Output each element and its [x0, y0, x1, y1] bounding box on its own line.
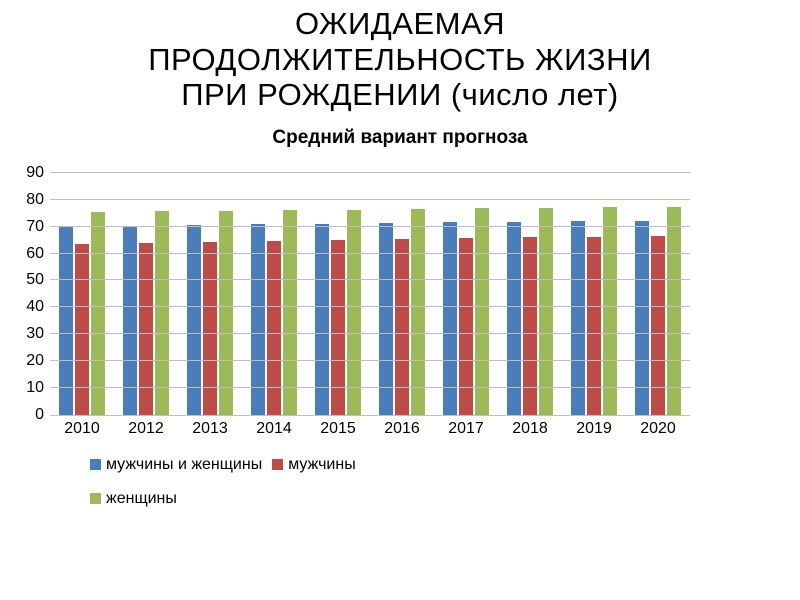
bar — [203, 242, 217, 415]
bar — [283, 210, 297, 415]
grid-line — [50, 333, 690, 334]
y-axis-label: 80 — [26, 191, 50, 209]
bar-group — [507, 173, 553, 415]
legend-item: мужчины и женщины — [90, 456, 262, 474]
y-axis-label: 30 — [26, 325, 50, 343]
bar-group — [635, 173, 681, 415]
plot-area: 0102030405060708090 — [50, 173, 690, 416]
bar — [219, 211, 233, 415]
legend: мужчины и женщины мужчины женщины — [90, 456, 800, 508]
y-axis-label: 70 — [26, 218, 50, 236]
bar — [475, 208, 489, 415]
x-axis-label: 2016 — [373, 420, 431, 438]
bar — [523, 237, 537, 414]
bar — [587, 237, 601, 415]
chart-area: 0102030405060708090 2010 2012 2013 2014 2015… — [50, 173, 750, 438]
grid-line — [50, 172, 690, 173]
bar — [75, 244, 89, 415]
grid-line — [50, 226, 690, 227]
title-line-2: ПРОДОЛЖИТЕЛЬНОСТЬ ЖИЗНИ — [0, 42, 800, 78]
grid-line — [50, 279, 690, 280]
legend-swatch — [272, 459, 283, 470]
bar — [139, 243, 153, 415]
bar — [539, 208, 553, 415]
bar — [155, 211, 169, 415]
legend-label: женщины — [106, 490, 177, 508]
legend-label: мужчины — [288, 456, 356, 474]
y-axis-label: 20 — [26, 352, 50, 370]
bar — [507, 222, 521, 415]
bar-group — [59, 173, 105, 415]
grid-line — [50, 306, 690, 307]
x-axis-labels: 2010 2012 2013 2014 2015 2016 2017 2018 2019 2020 — [50, 420, 690, 438]
chart-title: ОЖИДАЕМАЯ ПРОДОЛЖИТЕЛЬНОСТЬ ЖИЗНИ ПРИ РО… — [0, 6, 800, 113]
bar — [603, 207, 617, 415]
bar — [347, 210, 361, 415]
grid-line — [50, 387, 690, 388]
bar — [267, 241, 281, 415]
x-axis-label: 2012 — [117, 420, 175, 438]
bar-groups — [50, 173, 690, 415]
x-axis-label: 2019 — [565, 420, 623, 438]
chart-subtitle: Средний вариант прогноза — [0, 127, 800, 149]
bar-group — [571, 173, 617, 415]
bar — [331, 240, 345, 415]
title-line-3: ПРИ РОЖДЕНИИ (число лет) — [0, 77, 800, 113]
bar — [651, 236, 665, 415]
bar — [459, 238, 473, 415]
bar — [395, 239, 409, 415]
x-axis-label: 2014 — [245, 420, 303, 438]
bar-group — [123, 173, 169, 415]
legend-item: мужчины — [272, 456, 356, 474]
x-axis-label: 2010 — [53, 420, 111, 438]
legend-swatch — [90, 459, 101, 470]
x-axis-label: 2020 — [629, 420, 687, 438]
bar — [571, 221, 585, 415]
x-axis-label: 2018 — [501, 420, 559, 438]
title-line-1: ОЖИДАЕМАЯ — [0, 6, 800, 42]
legend-label: мужчины и женщины — [106, 456, 262, 474]
bar — [411, 209, 425, 415]
bar — [443, 222, 457, 415]
bar — [635, 221, 649, 415]
y-axis-label: 0 — [35, 406, 50, 424]
y-axis-label: 40 — [26, 298, 50, 316]
grid-line — [50, 360, 690, 361]
x-axis-label: 2017 — [437, 420, 495, 438]
legend-swatch — [90, 493, 101, 504]
y-axis-label: 10 — [26, 379, 50, 397]
bar-group — [443, 173, 489, 415]
bar — [91, 212, 105, 415]
legend-row: мужчины и женщины мужчины женщины — [90, 456, 800, 508]
bar-group — [379, 173, 425, 415]
legend-item: женщины — [90, 490, 177, 508]
x-axis-label: 2015 — [309, 420, 367, 438]
bar-group — [187, 173, 233, 415]
y-axis-label: 50 — [26, 271, 50, 289]
x-axis-label: 2013 — [181, 420, 239, 438]
bar-group — [315, 173, 361, 415]
bar-group — [251, 173, 297, 415]
y-axis-label: 90 — [26, 164, 50, 182]
grid-line — [50, 253, 690, 254]
grid-line — [50, 199, 690, 200]
y-axis-label: 60 — [26, 245, 50, 263]
bar — [667, 207, 681, 415]
